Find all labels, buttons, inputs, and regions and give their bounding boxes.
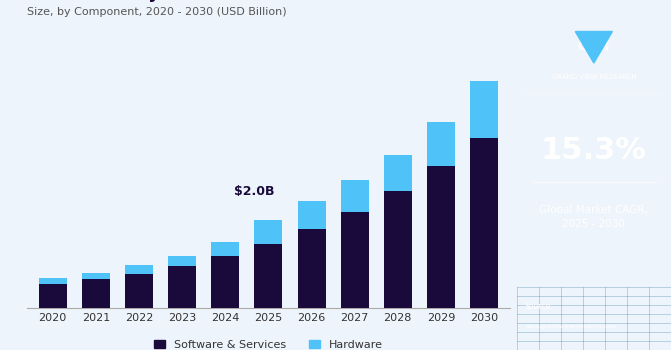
Bar: [125, 265, 153, 274]
Text: GVR: GVR: [578, 38, 610, 52]
Bar: [427, 122, 455, 166]
Bar: [470, 80, 498, 138]
Bar: [427, 166, 455, 308]
Bar: [82, 273, 110, 279]
Bar: [168, 266, 196, 308]
Bar: [384, 155, 412, 191]
Bar: [297, 229, 325, 308]
Bar: [341, 212, 368, 308]
Polygon shape: [575, 32, 613, 63]
Bar: [341, 180, 368, 212]
Bar: [211, 242, 240, 256]
Bar: [254, 244, 282, 308]
Text: Global Market CAGR,
2025 - 2030: Global Market CAGR, 2025 - 2030: [539, 205, 648, 229]
Text: www.grandviewresearch.com: www.grandviewresearch.com: [525, 324, 617, 329]
Bar: [470, 138, 498, 308]
Legend: Software & Services, Hardware: Software & Services, Hardware: [150, 335, 387, 350]
Bar: [39, 284, 66, 308]
Text: GRAND VIEW RESEARCH: GRAND VIEW RESEARCH: [552, 74, 636, 80]
Bar: [297, 201, 325, 229]
Bar: [168, 256, 196, 266]
Bar: [125, 274, 153, 308]
Text: Source:: Source:: [525, 302, 553, 311]
Text: $2.0B: $2.0B: [234, 186, 274, 198]
Text: 15.3%: 15.3%: [541, 136, 647, 165]
Bar: [254, 220, 282, 244]
Text: Size, by Component, 2020 - 2030 (USD Billion): Size, by Component, 2020 - 2030 (USD Bil…: [27, 7, 287, 17]
Bar: [384, 191, 412, 308]
Bar: [39, 278, 66, 284]
Bar: [211, 256, 240, 308]
Bar: [82, 279, 110, 308]
Text: Teledentistry Market: Teledentistry Market: [27, 0, 238, 2]
